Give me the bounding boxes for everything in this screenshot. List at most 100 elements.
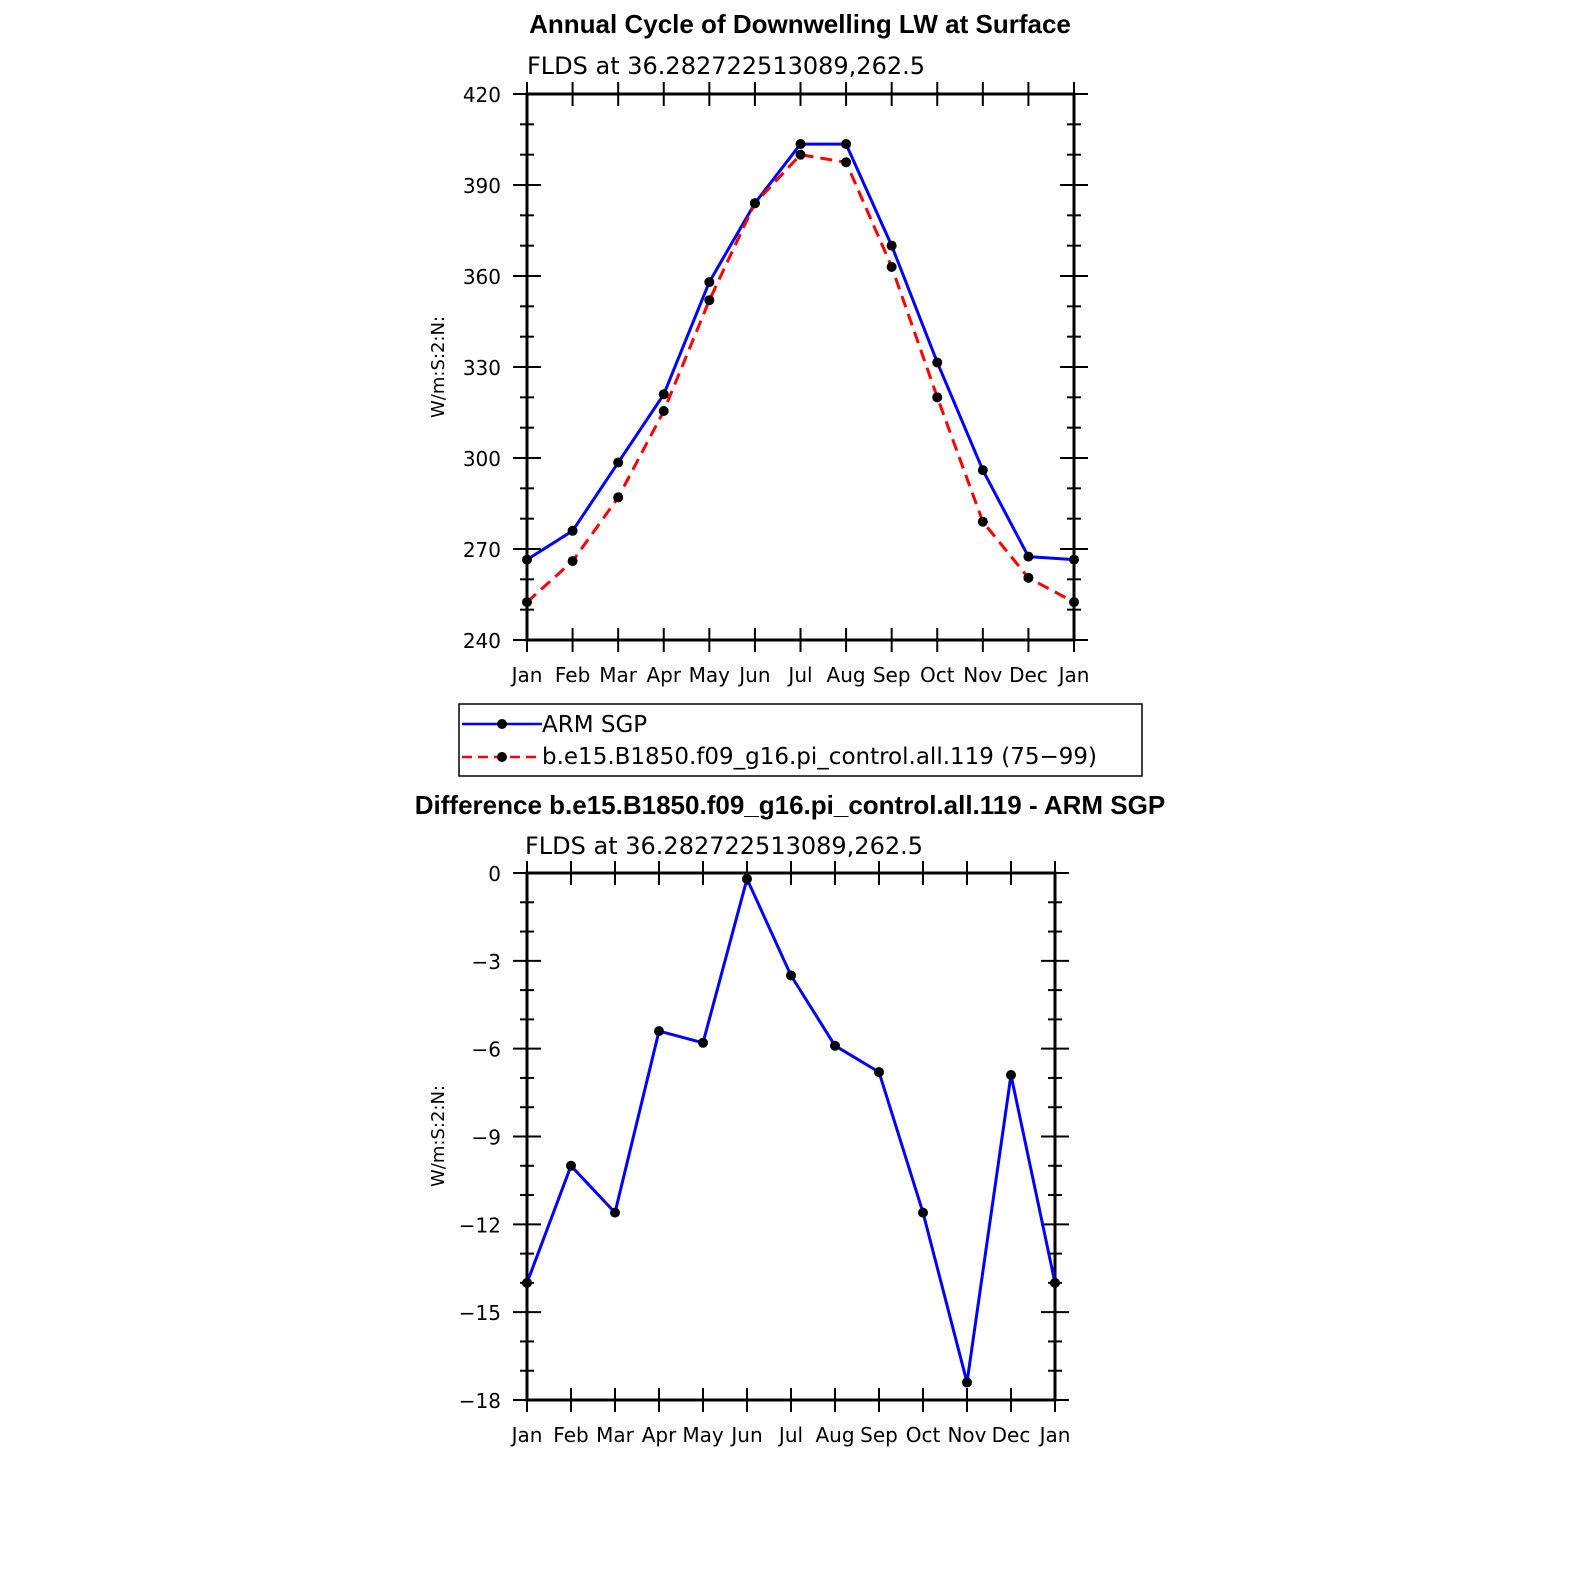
legend-marker-model xyxy=(497,752,507,762)
series-layer xyxy=(522,139,1079,608)
data-point xyxy=(786,970,796,981)
x-tick-label: Jul xyxy=(786,663,812,687)
data-point xyxy=(567,556,578,567)
legend-label-model: b.e15.B1850.f09_g16.pi_control.all.119 (… xyxy=(542,744,1097,770)
x-tick-label: Jan xyxy=(510,663,543,687)
y-tick-labels: 240 270 300 330 360 390 420 xyxy=(463,83,501,653)
legend: ARM SGP b.e15.B1850.f09_g16.pi_control.a… xyxy=(458,703,1143,777)
data-point xyxy=(613,492,624,503)
chart-subtitle: FLDS at 36.282722513089,262.5 xyxy=(527,52,925,80)
chart-title: Annual Cycle of Downwelling LW at Surfac… xyxy=(529,9,1071,39)
data-point xyxy=(742,873,752,884)
data-point xyxy=(977,516,988,527)
x-tick-label: Jan xyxy=(1038,1423,1071,1447)
data-point xyxy=(698,1037,708,1048)
y-tick-label: 240 xyxy=(463,629,501,653)
series-line xyxy=(526,142,1075,562)
data-point xyxy=(962,1377,972,1388)
x-tick-label: Apr xyxy=(646,663,681,687)
y-tick-label: 270 xyxy=(463,538,501,562)
annual-cycle-chart: Annual Cycle of Downwelling LW at Surfac… xyxy=(428,9,1089,687)
x-tick-label: Apr xyxy=(642,1423,677,1447)
data-point xyxy=(522,1277,532,1288)
x-tick-label: May xyxy=(689,663,731,687)
data-point xyxy=(658,405,669,416)
x-tick-label: Dec xyxy=(1009,663,1048,687)
x-tick-label: Jan xyxy=(1057,663,1090,687)
data-point xyxy=(704,295,715,306)
x-tick-label: Nov xyxy=(963,663,1002,687)
y-tick-label: −3 xyxy=(472,950,501,974)
data-point xyxy=(704,277,715,288)
plot-frame xyxy=(513,861,1069,1412)
x-tick-label: Sep xyxy=(860,1423,898,1447)
data-point xyxy=(522,554,532,565)
y-axis-label: W/m:S:2:N: xyxy=(428,1085,449,1187)
chart-subtitle: FLDS at 36.282722513089,262.5 xyxy=(525,832,923,860)
y-tick-label: −6 xyxy=(472,1038,501,1062)
x-tick-label: Mar xyxy=(596,1423,635,1447)
y-tick-label: 0 xyxy=(488,862,501,886)
y-tick-label: 330 xyxy=(463,356,501,380)
y-tick-label: −9 xyxy=(472,1126,501,1150)
data-point xyxy=(795,149,806,160)
data-point xyxy=(1050,1277,1060,1288)
data-point xyxy=(1023,572,1034,583)
data-point xyxy=(1006,1070,1016,1081)
data-point xyxy=(841,157,852,168)
data-point xyxy=(886,240,897,251)
data-point xyxy=(658,389,669,400)
y-tick-label: 420 xyxy=(463,83,501,107)
x-tick-label: Mar xyxy=(599,663,638,687)
x-tick-label: Dec xyxy=(992,1423,1031,1447)
x-tick-label: Oct xyxy=(906,1423,941,1447)
x-tick-label: Sep xyxy=(873,663,911,687)
data-point xyxy=(874,1067,884,1078)
data-point xyxy=(566,1160,576,1171)
x-tick-label: Aug xyxy=(827,663,866,687)
x-tick-label: Feb xyxy=(553,1423,588,1447)
series-line xyxy=(525,153,1075,604)
series-layer xyxy=(522,873,1060,1388)
legend-box xyxy=(458,703,1143,777)
x-tick-label: Nov xyxy=(947,1423,986,1447)
data-point xyxy=(613,457,624,468)
series-line xyxy=(525,877,1057,1384)
data-point xyxy=(610,1207,620,1218)
y-tick-labels: −18 −15 −12 −9 −6 −3 0 xyxy=(459,862,501,1413)
data-point xyxy=(749,198,760,209)
legend-marker-arm-sgp xyxy=(497,719,507,729)
data-point xyxy=(841,139,852,150)
data-point xyxy=(1069,554,1079,565)
y-tick-label: 360 xyxy=(463,265,501,289)
chart-title: Difference b.e15.B1850.f09_g16.pi_contro… xyxy=(415,790,1165,820)
data-point xyxy=(932,357,943,368)
data-point xyxy=(1069,597,1079,608)
y-axis-label: W/m:S:2:N: xyxy=(428,316,449,418)
data-point xyxy=(830,1040,840,1051)
y-tick-label: 300 xyxy=(463,447,501,471)
x-tick-label: May xyxy=(682,1423,724,1447)
legend-label-arm-sgp: ARM SGP xyxy=(542,712,647,738)
data-point xyxy=(932,392,943,403)
x-tick-label: Jul xyxy=(777,1423,803,1447)
plot-border xyxy=(525,92,1076,642)
data-point xyxy=(886,261,897,272)
x-tick-label: Aug xyxy=(815,1423,854,1447)
data-point xyxy=(522,597,532,608)
plot-frame xyxy=(513,82,1088,652)
y-tick-label: 390 xyxy=(463,174,501,198)
data-point xyxy=(1023,551,1034,562)
y-tick-label: −12 xyxy=(459,1213,501,1237)
data-point xyxy=(918,1207,928,1218)
data-point xyxy=(795,139,806,150)
x-tick-labels: Jan Feb Mar Apr May Jun Jul Aug Sep Oct Nov Dec Jan xyxy=(510,663,1090,687)
x-tick-labels: Jan Feb Mar Apr May Jun Jul Aug Sep Oct Nov Dec Jan xyxy=(510,1423,1071,1447)
x-tick-label: Jun xyxy=(729,1423,762,1447)
y-tick-label: −15 xyxy=(459,1301,501,1325)
x-tick-label: Feb xyxy=(555,663,590,687)
data-point xyxy=(654,1026,664,1037)
difference-chart: Difference b.e15.B1850.f09_g16.pi_contro… xyxy=(415,790,1165,1447)
x-tick-label: Jan xyxy=(510,1423,543,1447)
